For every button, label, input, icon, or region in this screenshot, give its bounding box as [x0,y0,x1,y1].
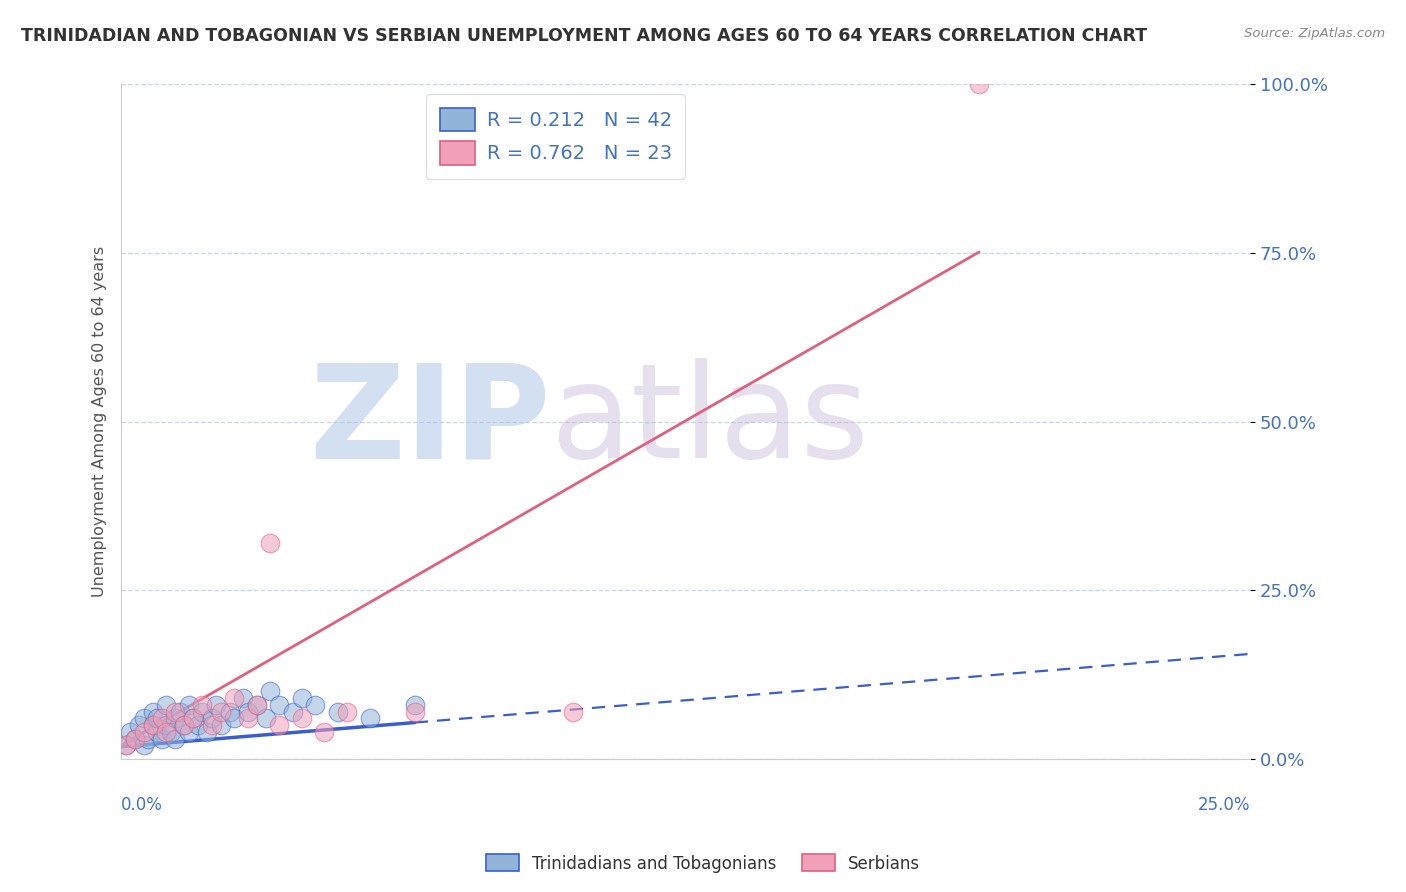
Point [150,711,173,725]
Point [218,705,240,719]
Point [120,724,142,739]
Point [246,698,269,712]
Point [336,705,359,719]
Text: Source: ZipAtlas.com: Source: ZipAtlas.com [1244,27,1385,40]
Point [222,691,245,706]
Point [169,705,191,719]
Point [269,718,291,732]
Point [291,711,314,725]
Point [191,698,214,712]
Text: ZIP: ZIP [309,358,550,485]
Point [183,711,205,725]
Point [142,718,165,732]
Point [404,698,426,712]
Point [124,731,146,746]
Point [146,724,169,739]
Text: atlas: atlas [550,358,869,485]
Point [404,705,426,719]
Text: 0.0%: 0.0% [121,796,163,814]
Point [165,731,187,746]
Point [150,731,173,746]
Point [209,718,232,732]
Point [254,711,277,725]
Point [155,724,177,739]
Point [561,705,583,719]
Point [132,724,155,739]
Point [165,705,187,719]
Legend: R = 0.212   N = 42, R = 0.762   N = 23: R = 0.212 N = 42, R = 0.762 N = 23 [426,95,685,178]
Point [200,711,222,725]
Point [209,705,232,719]
Point [173,718,195,732]
Point [236,705,259,719]
Point [114,739,136,753]
Point [191,705,214,719]
Point [304,698,326,712]
Point [232,691,254,706]
Point [967,78,990,92]
Point [222,711,245,725]
Point [269,698,291,712]
Point [183,711,205,725]
Point [173,718,195,732]
Point [195,724,218,739]
Point [132,739,155,753]
Point [259,536,281,550]
Point [246,698,269,712]
Point [165,711,187,725]
Point [155,718,177,732]
Legend: Trinidadians and Tobagonians, Serbians: Trinidadians and Tobagonians, Serbians [479,847,927,880]
Point [259,684,281,698]
Text: 25.0%: 25.0% [1198,796,1250,814]
Point [155,698,177,712]
Point [146,711,169,725]
Point [177,724,200,739]
Point [281,705,304,719]
Point [236,711,259,725]
Point [124,731,146,746]
Point [160,724,183,739]
Point [142,718,165,732]
Point [177,698,200,712]
Point [291,691,314,706]
Point [136,731,159,746]
Point [132,711,155,725]
Y-axis label: Unemployment Among Ages 60 to 64 years: Unemployment Among Ages 60 to 64 years [93,246,107,597]
Point [205,698,228,712]
Point [200,718,222,732]
Point [142,705,165,719]
Point [359,711,381,725]
Point [114,739,136,753]
Point [314,724,336,739]
Point [326,705,349,719]
Point [187,718,209,732]
Point [128,718,150,732]
Text: TRINIDADIAN AND TOBAGONIAN VS SERBIAN UNEMPLOYMENT AMONG AGES 60 TO 64 YEARS COR: TRINIDADIAN AND TOBAGONIAN VS SERBIAN UN… [21,27,1147,45]
